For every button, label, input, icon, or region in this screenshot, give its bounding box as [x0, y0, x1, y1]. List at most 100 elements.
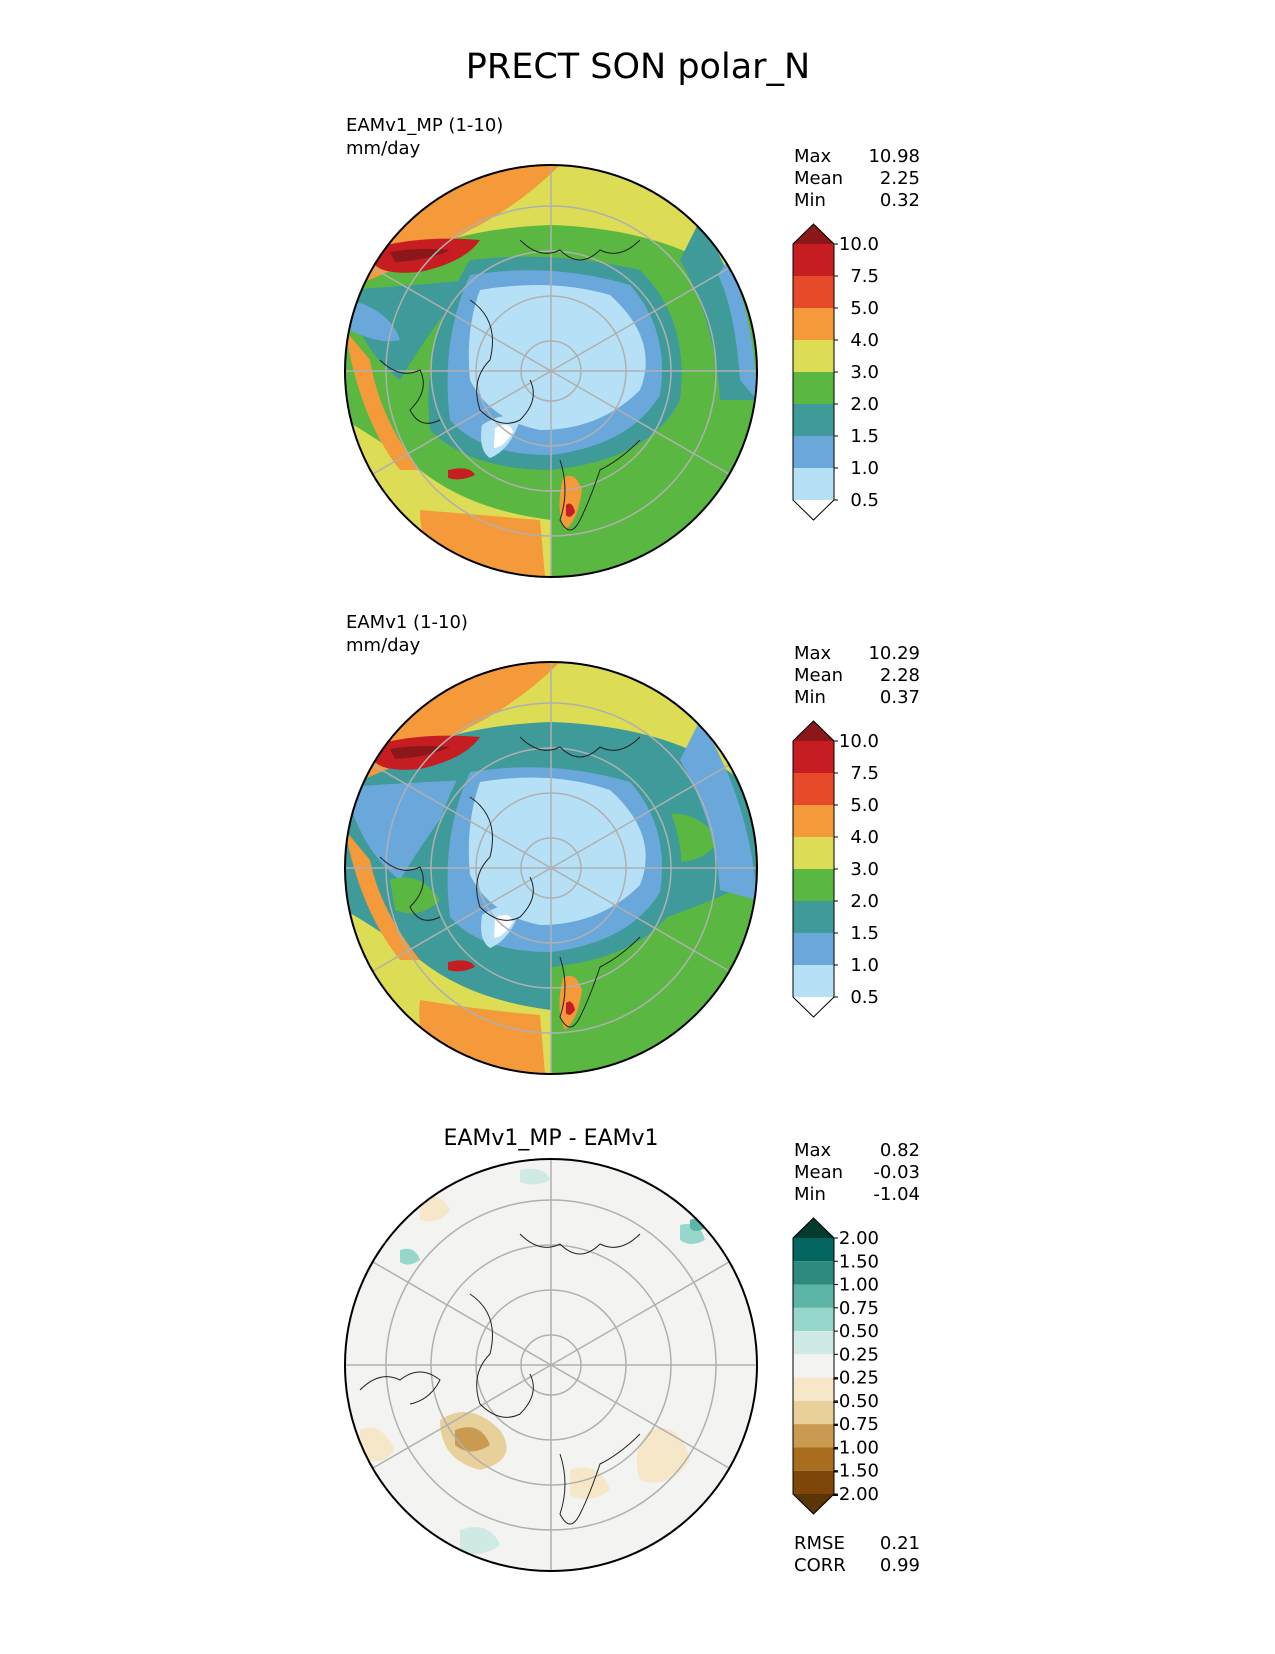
panel-diff-title: EAMv1_MP - EAMv1	[443, 1126, 658, 1151]
stat-min-value: -1.04	[873, 1184, 920, 1205]
colorbar-tick-label: 10.0	[839, 731, 879, 752]
colorbar-segment	[793, 965, 834, 997]
colorbar-segment	[793, 1307, 834, 1332]
colorbar-tick-label: 1.0	[850, 458, 879, 479]
stats-box: Max 10.98 Mean 2.25 Min 0.32	[794, 146, 920, 211]
colorbar-segment	[793, 244, 834, 276]
stat-max-label: Max	[794, 146, 832, 167]
colorbar-tick-label: 3.0	[850, 362, 879, 383]
colorbar-segment	[793, 805, 834, 837]
colorbar-tick-label: -1.50	[832, 1461, 879, 1482]
colorbar-segment	[793, 500, 834, 520]
colorbar-segment	[793, 1447, 834, 1471]
colorbar: 10.0 7.5 5.0 4.0 3.0 2.0 1.5 1.0 0.5	[792, 223, 879, 521]
colorbar-tick-label: 0.25	[839, 1344, 879, 1365]
stat-min-value: 0.32	[880, 190, 920, 211]
figure-title: PRECT SON polar_N	[466, 47, 810, 87]
colorbar-segment	[793, 1218, 834, 1238]
colorbar-segment	[793, 721, 834, 741]
colorbar-tick-label: -1.00	[832, 1437, 879, 1458]
colorbar-tick-label: 0.75	[839, 1298, 879, 1319]
colorbar-tick-label: 7.5	[850, 763, 879, 784]
stat-mean-value: 2.25	[880, 168, 920, 189]
colorbar-segment	[793, 468, 834, 500]
stat-mean-value: -0.03	[873, 1162, 920, 1183]
colorbar-segment	[793, 1331, 834, 1355]
colorbar-segment	[793, 308, 834, 340]
panel-label-line1: EAMv1 (1-10)	[346, 612, 468, 633]
stat-mean-label: Mean	[794, 1162, 843, 1183]
stat-min-value: 0.37	[880, 687, 920, 708]
colorbar-segment	[793, 404, 834, 436]
stat-max-value: 0.82	[880, 1140, 920, 1161]
colorbar-tick-label: 0.5	[850, 987, 879, 1008]
coastlines	[359, 1233, 641, 1525]
extra-stats-box: RMSE 0.21 CORR 0.99	[794, 1533, 920, 1576]
panel-label-units: mm/day	[346, 635, 421, 656]
colorbar-segment	[793, 1400, 834, 1425]
stat-mean-label: Mean	[794, 665, 843, 686]
colorbar-tick-label: -2.00	[832, 1484, 879, 1505]
colorbar-tick-label: 4.0	[850, 330, 879, 351]
colorbar-segment	[793, 1354, 834, 1378]
stat-max-label: Max	[794, 643, 832, 664]
colorbar-tick-label: -0.50	[832, 1391, 879, 1412]
stat-mean-value: 2.28	[880, 665, 920, 686]
colorbar-tick-label: 5.0	[850, 795, 879, 816]
colorbar-segment	[793, 997, 834, 1017]
graticule	[345, 165, 757, 577]
colorbar-segment	[793, 1470, 834, 1494]
stat-rmse-label: RMSE	[794, 1533, 845, 1554]
stats-box: Max 10.29 Mean 2.28 Min 0.37	[794, 643, 920, 708]
stat-max-value: 10.29	[868, 643, 920, 664]
graticule	[345, 662, 757, 1074]
colorbar-tick-label: 2.0	[850, 891, 879, 912]
stat-rmse-value: 0.21	[880, 1533, 920, 1554]
coastlines	[379, 239, 641, 531]
colorbar-segment	[793, 741, 834, 773]
colorbar-segment	[793, 933, 834, 965]
colorbar-segment	[793, 901, 834, 933]
colorbar-segment	[793, 1284, 834, 1308]
colorbar-tick-label: 10.0	[839, 234, 879, 255]
colorbar-segment	[793, 869, 834, 901]
colorbar-segment	[793, 1238, 834, 1262]
colorbar-tick-label: 0.50	[839, 1321, 879, 1342]
panel-diff: EAMv1_MP - EAMv1	[344, 1126, 920, 1576]
map-boundary	[344, 661, 758, 1075]
colorbar-tick-label: 2.0	[850, 394, 879, 415]
graticule	[345, 1159, 757, 1571]
colorbar-tick-label: 5.0	[850, 298, 879, 319]
colorbar-segment	[793, 436, 834, 468]
colorbar-tick-label: 1.5	[850, 426, 879, 447]
colorbar-segment	[793, 276, 834, 308]
stat-corr-label: CORR	[794, 1555, 846, 1576]
colorbar-segment	[793, 773, 834, 805]
panel-test: EAMv1_MP (1-10) mm/day	[344, 115, 920, 578]
map-boundary	[344, 164, 758, 578]
colorbar-tick-label: 3.0	[850, 859, 879, 880]
stat-mean-label: Mean	[794, 168, 843, 189]
panel-ref: EAMv1 (1-10) mm/day	[344, 612, 920, 1075]
colorbar-segment	[793, 1494, 834, 1514]
colorbar-tick-label: 0.5	[850, 490, 879, 511]
stat-min-label: Min	[794, 687, 826, 708]
colorbar: 10.0 7.5 5.0 4.0 3.0 2.0 1.5 1.0 0.5	[792, 720, 879, 1018]
panel-label-line1: EAMv1_MP (1-10)	[346, 115, 503, 136]
colorbar-tick-label: 4.0	[850, 827, 879, 848]
colorbar-tick-label: 1.0	[850, 955, 879, 976]
stats-box: Max 0.82 Mean -0.03 Min -1.04	[794, 1140, 920, 1205]
stat-min-label: Min	[794, 1184, 826, 1205]
colorbar-tick-label: 1.00	[839, 1275, 879, 1296]
colorbar-segment	[793, 1261, 834, 1285]
stat-max-label: Max	[794, 1140, 832, 1161]
panel-label-units: mm/day	[346, 138, 421, 159]
colorbar-segment	[793, 1424, 834, 1448]
colorbar-segment	[793, 340, 834, 372]
colorbar-tick-label: 2.00	[839, 1228, 879, 1249]
colorbar-tick-label: -0.25	[832, 1368, 879, 1389]
colorbar-segment	[793, 224, 834, 244]
colorbar-tick-label: 7.5	[850, 266, 879, 287]
colorbar-segment	[793, 1377, 834, 1401]
